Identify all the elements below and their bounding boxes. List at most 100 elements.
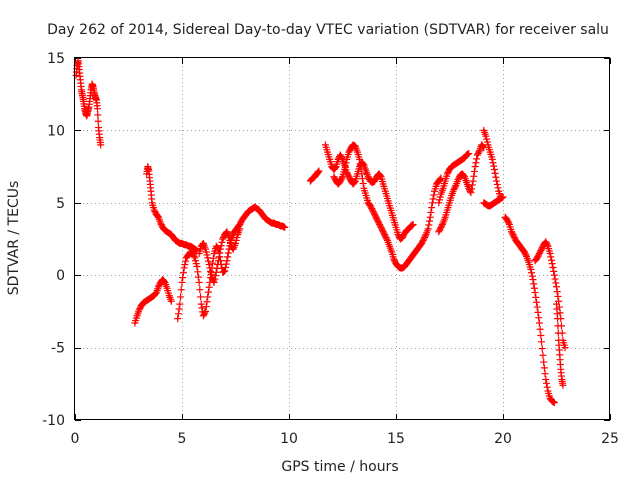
data-point — [489, 159, 497, 167]
data-point — [528, 272, 536, 280]
data-point — [195, 278, 203, 286]
data-point — [529, 276, 537, 284]
data-point — [426, 213, 434, 221]
data-point — [490, 162, 498, 170]
data-point — [473, 155, 481, 163]
data-point — [359, 179, 367, 187]
data-point — [554, 329, 562, 337]
data-point — [493, 177, 501, 185]
data-point — [204, 254, 212, 262]
data-point — [202, 307, 210, 315]
data-segment — [131, 276, 175, 327]
data-point — [451, 183, 459, 191]
data-point — [215, 253, 223, 261]
data-point — [222, 263, 230, 271]
data-point — [538, 338, 546, 346]
data-point — [468, 181, 476, 189]
data-point — [236, 225, 244, 233]
y-tick-label: -10 — [42, 413, 65, 429]
data-point — [425, 221, 433, 229]
data-point — [536, 325, 544, 333]
data-point — [201, 309, 209, 317]
data-segment — [501, 213, 558, 407]
data-point — [492, 173, 500, 181]
data-point — [214, 261, 222, 269]
data-point — [534, 308, 542, 316]
data-point — [540, 358, 548, 366]
data-point — [550, 267, 558, 275]
data-point — [409, 221, 417, 229]
data-point — [224, 249, 232, 257]
data-point — [94, 111, 102, 119]
data-point — [505, 219, 513, 227]
x-tick-label: 10 — [280, 431, 298, 447]
data-point — [174, 315, 182, 323]
data-point — [533, 298, 541, 306]
data-point — [554, 322, 562, 330]
data-point — [338, 174, 346, 182]
data-point — [197, 300, 205, 308]
data-point — [204, 293, 212, 301]
data-point — [438, 221, 446, 229]
data-point — [550, 271, 558, 279]
data-point — [204, 288, 212, 296]
data-point — [535, 314, 543, 322]
data-point — [537, 332, 545, 340]
data-point — [315, 167, 323, 175]
data-point — [93, 105, 101, 113]
data-point — [203, 298, 211, 306]
data-point — [553, 283, 560, 291]
data-point — [528, 269, 536, 277]
data-point — [490, 165, 498, 173]
data-segment — [553, 300, 567, 389]
series-sdtvar — [72, 57, 569, 407]
data-point — [376, 172, 384, 180]
data-point — [338, 154, 346, 162]
data-point — [213, 264, 221, 272]
data-point — [488, 155, 496, 163]
ticks-layer: 0 5 10 15 20 25 15 10 5 0 -5 -10 — [42, 51, 619, 447]
data-point — [212, 268, 220, 276]
data-point — [342, 159, 350, 167]
data-point — [196, 286, 204, 294]
data-point — [530, 284, 538, 292]
data-point — [424, 225, 432, 233]
data-point — [549, 263, 557, 271]
data-point — [177, 293, 185, 301]
data-point — [543, 379, 551, 387]
data-point — [553, 288, 561, 296]
grid-layer — [75, 58, 610, 420]
x-axis-label: GPS time / hours — [281, 459, 398, 475]
data-point — [211, 275, 219, 283]
data-point — [548, 260, 556, 268]
x-tick-label: 5 — [178, 431, 187, 447]
x-tick-label: 15 — [387, 431, 405, 447]
data-point — [554, 292, 562, 300]
data-point — [218, 238, 226, 246]
data-point — [543, 383, 551, 391]
data-point — [541, 370, 549, 378]
data-point — [468, 185, 476, 193]
data-point — [224, 253, 232, 261]
data-point — [467, 189, 475, 197]
x-tick-label: 0 — [71, 431, 80, 447]
data-point — [427, 208, 435, 216]
data-segment — [143, 163, 201, 255]
data-point — [527, 265, 535, 273]
data-segment — [321, 141, 417, 243]
data-point — [222, 260, 230, 268]
data-point — [358, 175, 366, 183]
data-point — [465, 150, 473, 158]
data-point — [493, 180, 501, 188]
data-point — [469, 177, 477, 185]
plot-frame — [74, 57, 610, 420]
data-segment — [480, 193, 507, 210]
data-point — [421, 232, 429, 240]
data-point — [207, 271, 215, 279]
data-point — [212, 272, 220, 280]
data-point — [561, 344, 569, 352]
data-point — [314, 168, 322, 176]
data-point — [217, 245, 225, 253]
data-point — [539, 351, 547, 359]
y-tick-label: 10 — [47, 123, 65, 139]
